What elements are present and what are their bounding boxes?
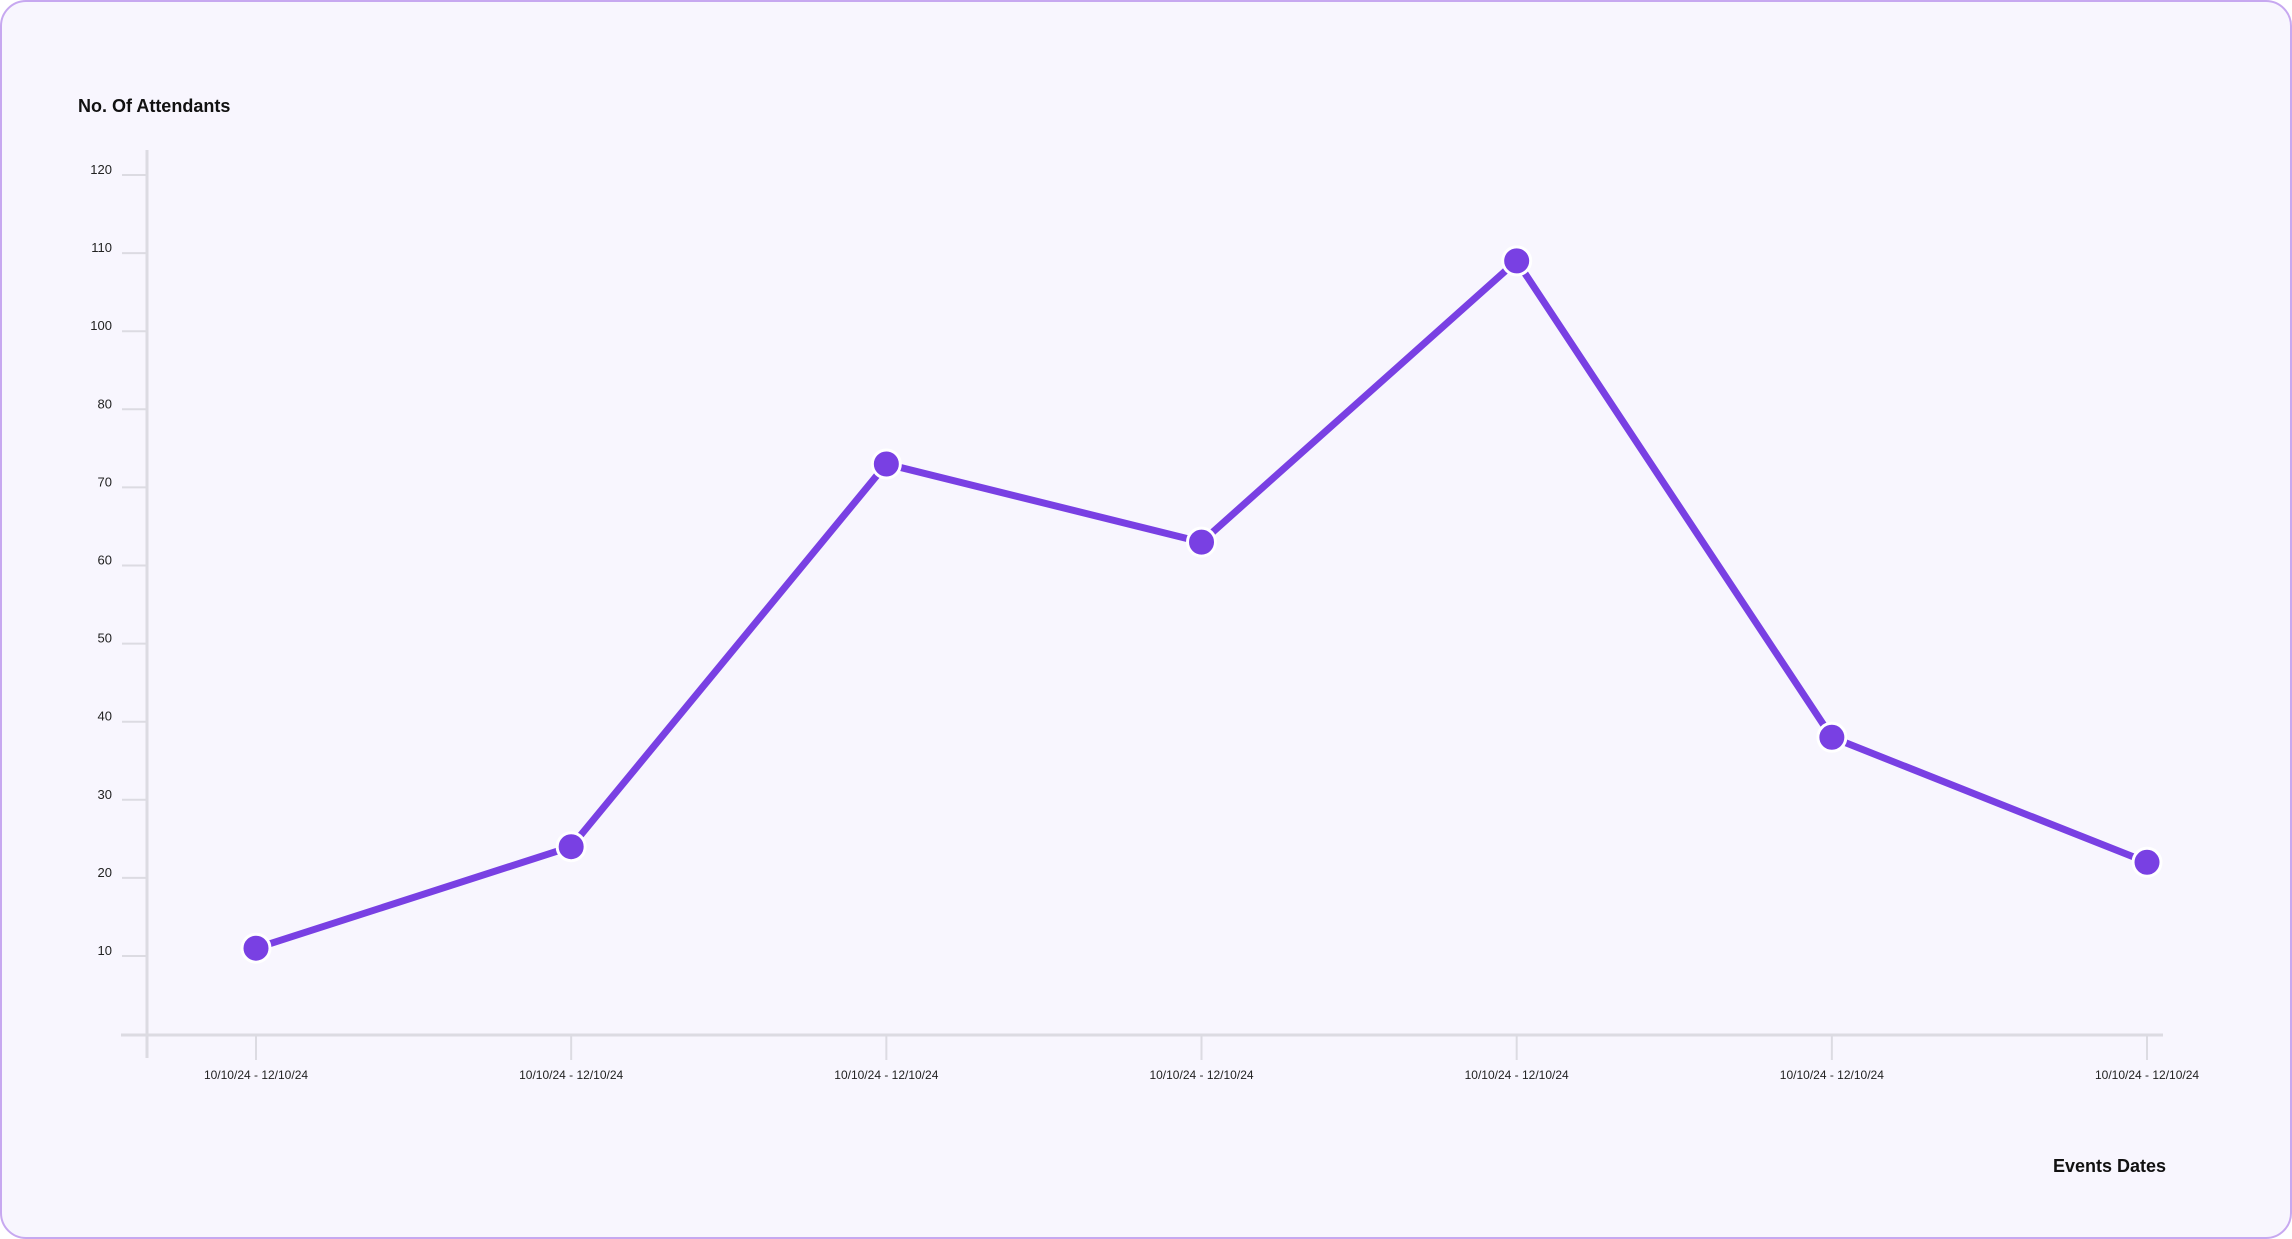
y-tick-label: 110	[91, 240, 112, 255]
x-tick-label: 10/10/24 - 12/10/24	[1149, 1068, 1253, 1082]
series-points	[240, 245, 2163, 964]
series-line	[252, 257, 2151, 952]
y-tick-label: 80	[98, 396, 112, 411]
x-tick-label: 10/10/24 - 12/10/24	[1780, 1068, 1884, 1082]
y-tick-label: 60	[98, 553, 112, 568]
x-axis-ticks: 10/10/24 - 12/10/24 10/10/24 - 12/10/24 10…	[204, 1035, 2199, 1082]
data-point[interactable]	[1816, 721, 1848, 753]
x-tick-label: 10/10/24 - 12/10/24	[1465, 1068, 1569, 1082]
data-point[interactable]	[1501, 245, 1533, 277]
x-tick-label: 10/10/24 - 12/10/24	[834, 1068, 938, 1082]
y-tick-label: 120	[90, 162, 112, 177]
data-point[interactable]	[2131, 846, 2163, 878]
data-point[interactable]	[555, 831, 587, 863]
y-tick-label: 100	[90, 318, 112, 333]
y-tick-label: 70	[98, 474, 112, 489]
data-point[interactable]	[1186, 526, 1218, 558]
y-axis-ticks: 10 20 30 40 50 60 70 80 100 110 120	[90, 162, 147, 958]
x-tick-label: 10/10/24 - 12/10/24	[204, 1068, 308, 1082]
y-tick-label: 50	[98, 631, 112, 646]
x-axis-title: Events Dates	[2053, 1156, 2166, 1176]
y-tick-label: 20	[98, 865, 112, 880]
y-tick-label: 10	[98, 943, 112, 958]
series-polyline	[252, 257, 2151, 952]
y-tick-label: 30	[98, 787, 112, 802]
data-point[interactable]	[870, 448, 902, 480]
data-point[interactable]	[240, 932, 272, 964]
x-tick-label: 10/10/24 - 12/10/24	[519, 1068, 623, 1082]
y-tick-label: 40	[98, 709, 112, 724]
y-axis-title: No. Of Attendants	[78, 96, 230, 116]
x-tick-label: 10/10/24 - 12/10/24	[2095, 1068, 2199, 1082]
